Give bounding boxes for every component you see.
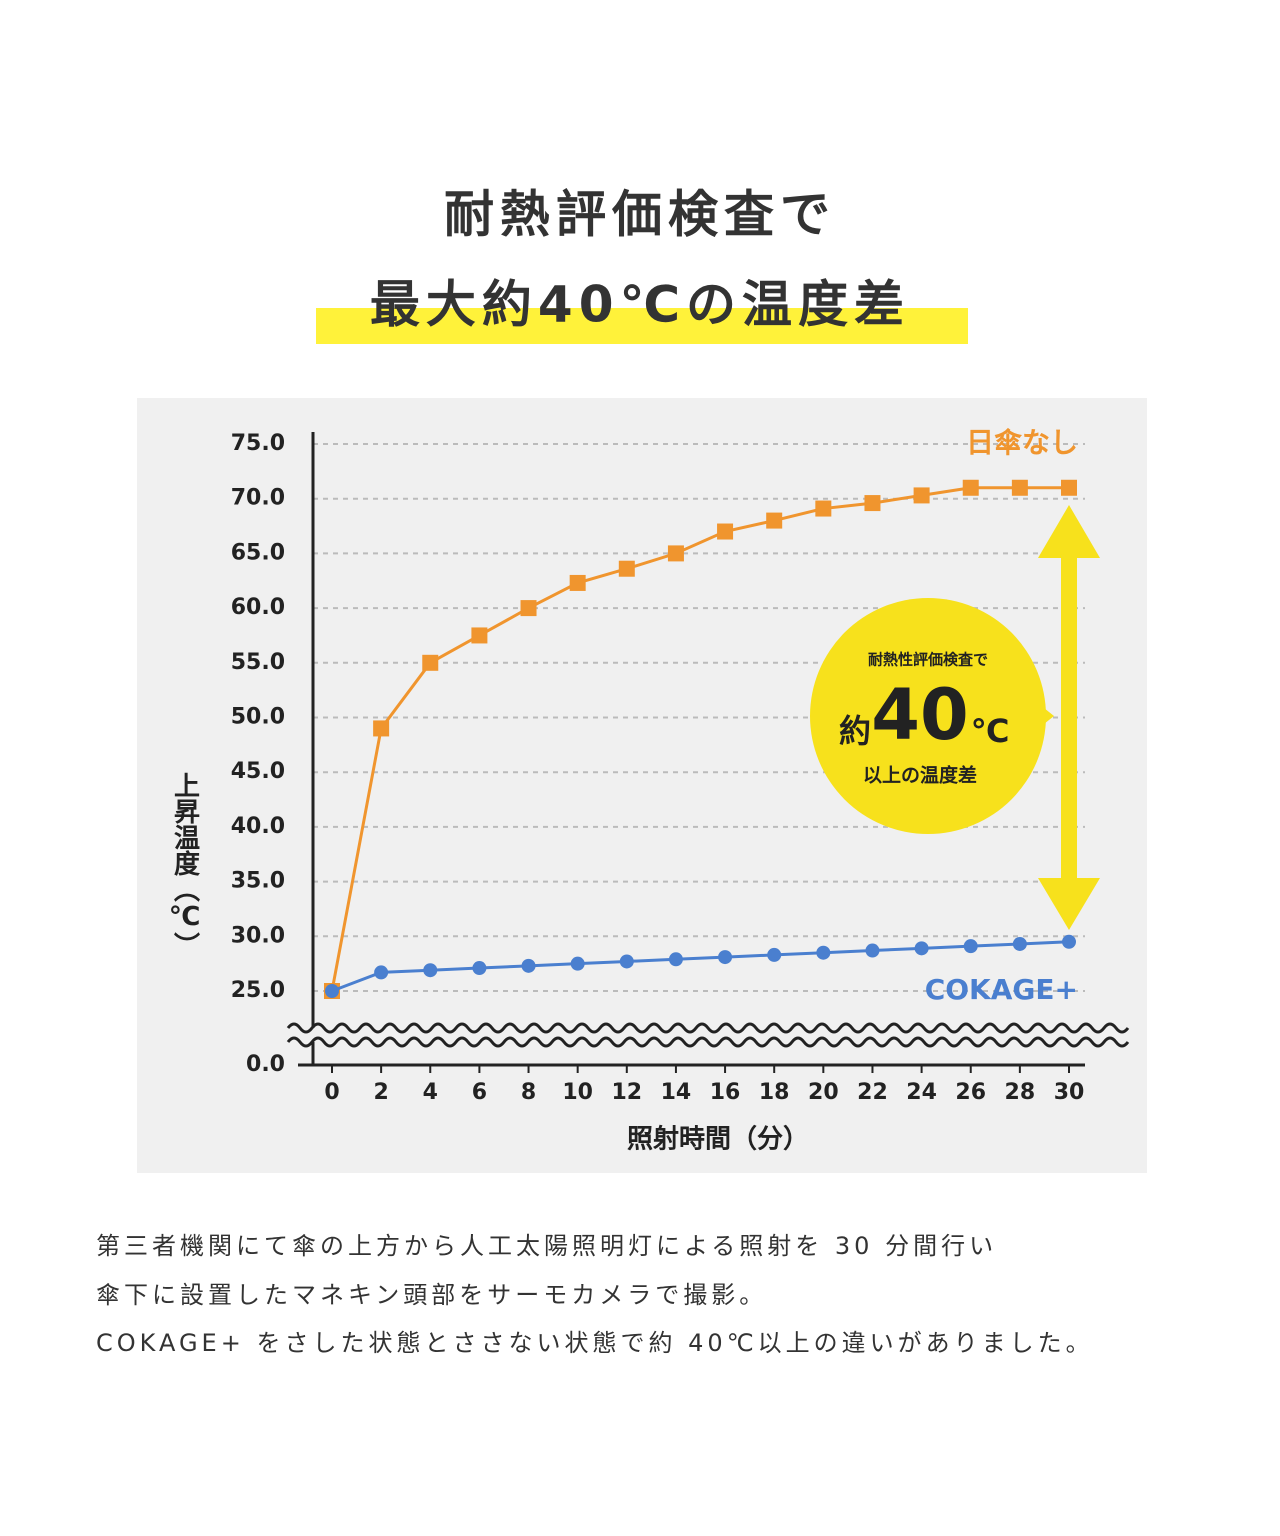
- x-tick-label: 16: [710, 1080, 741, 1105]
- plot: 0.0 25.0 30.0 35.0 40.0 45.0 50.0 55.0 60.0 65.0 7…: [231, 431, 1130, 1105]
- point: [816, 945, 831, 960]
- difference-arrow: [1038, 505, 1100, 930]
- y-tick-label: 70.0: [231, 486, 285, 511]
- x-tick-label: 18: [759, 1080, 790, 1105]
- x-axis-label: 照射時間（分）: [627, 1125, 809, 1155]
- series-label: COKAGE+: [925, 973, 1078, 1006]
- y-tick-label: 35.0: [231, 869, 285, 894]
- series-line: [331, 940, 1070, 993]
- point: [963, 939, 978, 954]
- x-tick-label: 30: [1054, 1080, 1085, 1105]
- x-tick-label: 4: [423, 1080, 438, 1105]
- description-line: 第三者機関にて傘の上方から人工太陽照明灯による照射を 30 分間行い: [96, 1232, 997, 1260]
- point: [962, 479, 979, 496]
- x-tick-label: 2: [373, 1080, 388, 1105]
- description-line: 傘下に設置したマネキン頭部をサーモカメラで撮影。: [96, 1281, 767, 1309]
- y-tick-label: 65.0: [231, 540, 285, 565]
- y-tick-label: 45.0: [231, 759, 285, 784]
- point: [914, 941, 929, 956]
- point: [471, 627, 488, 644]
- y-tick-label: 30.0: [231, 923, 285, 948]
- badge-top: 耐熱性評価検査で: [868, 651, 988, 669]
- x-tick-label: 26: [955, 1080, 986, 1105]
- highlight: [316, 308, 968, 344]
- point: [570, 956, 585, 971]
- x-tick-label: 22: [857, 1080, 888, 1105]
- y-tick-label: 50.0: [231, 705, 285, 730]
- badge-number: 40: [871, 674, 968, 756]
- y-axis-label: 上昇温度（℃）: [170, 772, 200, 958]
- point: [718, 950, 733, 965]
- axis-break: [286, 1022, 1130, 1034]
- point: [864, 495, 881, 512]
- point: [422, 654, 439, 671]
- series-line: [330, 486, 1069, 992]
- y-tick-label: 75.0: [231, 431, 285, 456]
- point: [1061, 479, 1077, 496]
- point: [865, 943, 880, 958]
- point: [766, 512, 783, 529]
- point: [815, 500, 832, 517]
- point: [618, 560, 635, 577]
- y-tick-label: 55.0: [231, 650, 285, 675]
- x-tick-label: 0: [324, 1080, 339, 1105]
- point: [521, 958, 536, 973]
- x-tick-label: 10: [562, 1080, 593, 1105]
- point: [520, 600, 537, 617]
- x-tick-label: 20: [808, 1080, 839, 1105]
- point: [472, 961, 487, 976]
- point: [619, 954, 634, 969]
- y-tick-label: 25.0: [231, 978, 285, 1003]
- point: [913, 487, 930, 504]
- point: [1062, 934, 1076, 949]
- badge-prefix: 約: [839, 712, 871, 750]
- series-label: 日傘なし: [966, 426, 1078, 459]
- badge: [810, 598, 1046, 834]
- headline: 最大約40℃の温度差: [370, 276, 910, 334]
- x-tick-label: 8: [521, 1080, 536, 1105]
- x-tick-label: 28: [1005, 1080, 1036, 1105]
- badge-bottom: 以上の温度差: [863, 764, 977, 787]
- x-tick-label: 14: [661, 1080, 692, 1105]
- point: [668, 952, 683, 967]
- point: [1011, 479, 1028, 496]
- headline: 耐熱評価検査で: [444, 186, 836, 244]
- y-tick-label: 60.0: [231, 595, 285, 620]
- badge-unit: ℃: [971, 712, 1010, 750]
- point: [325, 984, 339, 998]
- badge-pointer: [1044, 708, 1054, 724]
- point: [373, 720, 390, 737]
- axis-break: [286, 1036, 1130, 1048]
- point: [423, 963, 438, 978]
- point: [717, 523, 734, 540]
- x-tick-label: 12: [611, 1080, 642, 1105]
- y-tick-label: 0.0: [246, 1052, 285, 1077]
- description-line: COKAGE+ をさした状態とささない状態で約 40℃以上の違いがありました。: [96, 1329, 1094, 1357]
- point: [767, 947, 782, 962]
- point: [569, 574, 586, 591]
- x-tick-label: 24: [906, 1080, 937, 1105]
- x-tick-label: 6: [472, 1080, 487, 1105]
- point: [667, 545, 684, 562]
- y-tick-label: 40.0: [231, 814, 285, 839]
- point: [1012, 936, 1027, 951]
- point: [374, 965, 389, 980]
